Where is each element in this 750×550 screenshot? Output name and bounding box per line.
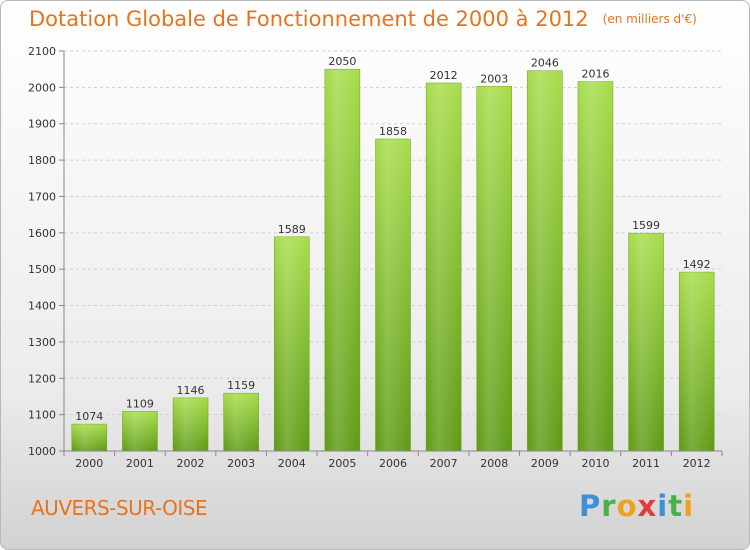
data-label: 2050 [328, 55, 356, 68]
bar-highlight [173, 397, 209, 451]
y-axis: 1000 1100 1200 1300 1400 1500 1600 1700 1800 1900… [28, 45, 65, 458]
y-tick-label: 1500 [28, 263, 56, 276]
y-tick-label: 1900 [28, 118, 56, 131]
bar-highlight [426, 83, 462, 451]
data-label: 1146 [177, 384, 205, 397]
logo-letter: i [657, 489, 669, 523]
bar-highlight [274, 236, 310, 451]
logo-letter: x [637, 489, 658, 523]
x-tick-label: 2002 [177, 457, 205, 470]
x-tick-label: 2005 [328, 457, 356, 470]
x-tick-label: 2000 [75, 457, 103, 470]
data-label: 2012 [430, 69, 458, 82]
data-label: 1492 [683, 258, 711, 271]
bar-highlight [527, 70, 563, 452]
x-tick-label: 2010 [581, 457, 609, 470]
title-text: Dotation Globale de Fonctionnement de 20… [29, 7, 589, 31]
logo-letter: o [616, 489, 638, 523]
y-tick-label: 1400 [28, 300, 56, 313]
place-name: AUVERS-SUR-OISE [31, 496, 208, 520]
y-tick-label: 1700 [28, 190, 56, 203]
bar-highlight [577, 81, 613, 451]
bar-highlight [223, 393, 259, 451]
x-tick-label: 2012 [683, 457, 711, 470]
y-tick-label: 1200 [28, 372, 56, 385]
y-tick-label: 1300 [28, 336, 56, 349]
logo-letter: i [683, 489, 695, 523]
data-label: 1589 [278, 223, 306, 236]
data-label: 1599 [632, 219, 660, 232]
x-tick-label: 2004 [278, 457, 306, 470]
bar-highlight [375, 139, 411, 451]
data-label: 2046 [531, 57, 559, 70]
y-tick-label: 1600 [28, 227, 56, 240]
bar-highlight [122, 411, 158, 451]
y-tick-label: 1800 [28, 154, 56, 167]
chart-title: Dotation Globale de Fonctionnement de 20… [29, 7, 697, 31]
y-tick-label: 2100 [28, 45, 56, 58]
data-label: 1109 [126, 397, 154, 410]
proxiti-logo: Proxiti [579, 489, 694, 523]
logo-letter: t [668, 489, 684, 523]
bar-highlight [628, 233, 664, 451]
logo-letter: r [601, 489, 617, 523]
x-tick-label: 2008 [480, 457, 508, 470]
x-tick-label: 2001 [126, 457, 154, 470]
x-tick-label: 2003 [227, 457, 255, 470]
data-label: 2016 [581, 68, 609, 81]
data-label: 2003 [480, 72, 508, 85]
bar-highlight [324, 69, 360, 451]
x-tick-label: 2006 [379, 457, 407, 470]
data-label: 1074 [75, 410, 103, 423]
bar-highlight [679, 272, 715, 451]
bars: 1074 1109 1146 1159 1589 2050 1858 2012 2003 2046… [71, 55, 715, 452]
data-label: 1159 [227, 379, 255, 392]
y-tick-label: 2000 [28, 81, 56, 94]
x-tick-label: 2011 [632, 457, 660, 470]
logo-letter: P [579, 489, 602, 523]
unit-label: (en milliers d'€) [602, 12, 697, 26]
data-label: 1858 [379, 125, 407, 138]
y-tick-label: 1000 [28, 445, 56, 458]
y-tick-label: 1100 [28, 409, 56, 422]
x-tick-label: 2007 [430, 457, 458, 470]
x-tick-label: 2009 [531, 457, 559, 470]
bar-highlight [71, 424, 107, 451]
x-axis: 2000 2001 2002 2003 2004 2005 2006 2007 2008 2009… [63, 450, 723, 470]
bar-highlight [476, 86, 512, 451]
